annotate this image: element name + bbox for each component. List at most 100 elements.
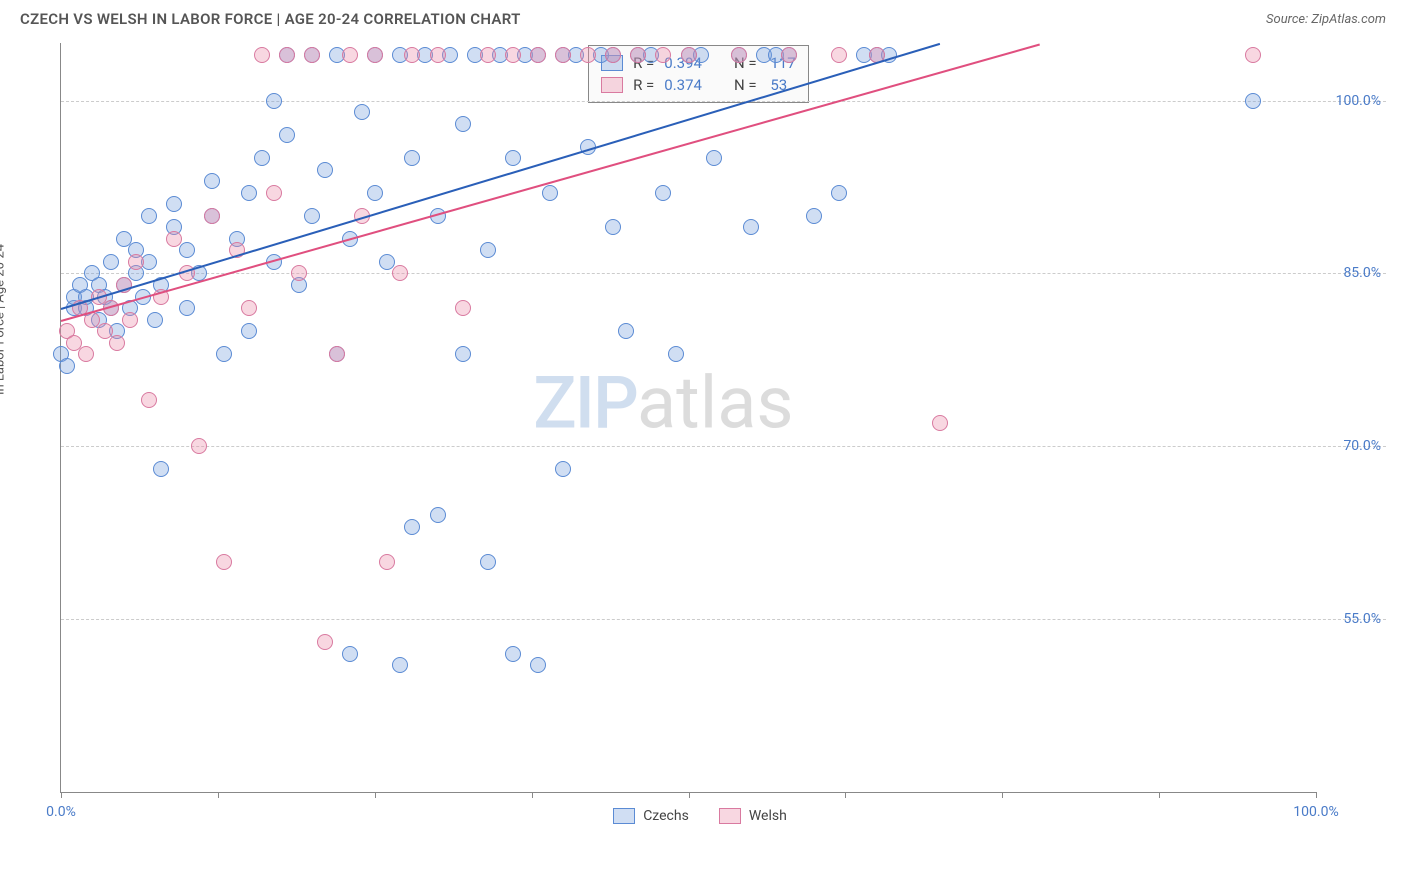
- scatter-point: [455, 116, 471, 132]
- chart-container: In Labor Force | Age 20-24 ZIPatlas R =0…: [20, 43, 1386, 853]
- scatter-point: [59, 358, 75, 374]
- scatter-point: [317, 162, 333, 178]
- scatter-point: [480, 242, 496, 258]
- scatter-point: [430, 47, 446, 63]
- y-tick-label: 100.0%: [1336, 93, 1381, 109]
- scatter-point: [605, 47, 621, 63]
- scatter-point: [480, 47, 496, 63]
- scatter-point: [932, 415, 948, 431]
- legend-n-label: N =: [734, 76, 757, 94]
- scatter-point: [392, 265, 408, 281]
- scatter-point: [317, 634, 333, 650]
- scatter-point: [379, 554, 395, 570]
- x-tick: [532, 792, 533, 798]
- scatter-point: [530, 657, 546, 673]
- chart-header: CZECH VS WELSH IN LABOR FORCE | AGE 20-2…: [0, 0, 1406, 33]
- scatter-point: [392, 657, 408, 673]
- y-tick-label: 70.0%: [1343, 438, 1381, 454]
- legend-swatch: [719, 808, 741, 824]
- scatter-point: [831, 47, 847, 63]
- scatter-point: [266, 93, 282, 109]
- x-tick: [61, 792, 62, 798]
- scatter-point: [147, 312, 163, 328]
- scatter-point: [128, 254, 144, 270]
- x-tick: [1159, 792, 1160, 798]
- scatter-point: [103, 254, 119, 270]
- x-tick: [375, 792, 376, 798]
- series-legend-item: Czechs: [613, 808, 689, 824]
- source-label: Source: ZipAtlas.com: [1266, 12, 1386, 27]
- y-tick-label: 55.0%: [1343, 611, 1381, 627]
- scatter-point: [404, 150, 420, 166]
- scatter-point: [78, 346, 94, 362]
- scatter-point: [580, 47, 596, 63]
- scatter-point: [505, 646, 521, 662]
- scatter-point: [430, 507, 446, 523]
- scatter-point: [204, 173, 220, 189]
- scatter-point: [122, 312, 138, 328]
- scatter-point: [781, 47, 797, 63]
- x-tick: [1002, 792, 1003, 798]
- scatter-point: [530, 47, 546, 63]
- scatter-point: [153, 461, 169, 477]
- scatter-point: [367, 185, 383, 201]
- scatter-point: [1245, 47, 1261, 63]
- scatter-point: [241, 323, 257, 339]
- scatter-point: [241, 185, 257, 201]
- legend-r-value: 0.374: [664, 76, 702, 94]
- scatter-point: [191, 438, 207, 454]
- scatter-point: [655, 47, 671, 63]
- scatter-point: [731, 47, 747, 63]
- scatter-point: [455, 300, 471, 316]
- gridline: [61, 101, 1386, 102]
- gridline: [61, 273, 1386, 274]
- scatter-point: [266, 185, 282, 201]
- scatter-point: [166, 231, 182, 247]
- watermark-atlas: atlas: [637, 360, 794, 445]
- scatter-point: [1245, 93, 1261, 109]
- scatter-point: [706, 150, 722, 166]
- scatter-point: [367, 47, 383, 63]
- series-legend-item: Welsh: [719, 808, 787, 824]
- scatter-point: [279, 127, 295, 143]
- scatter-point: [342, 47, 358, 63]
- scatter-point: [480, 554, 496, 570]
- scatter-point: [291, 265, 307, 281]
- scatter-point: [141, 392, 157, 408]
- plot-area: ZIPatlas R =0.394N = 117R =0.374N = 53 C…: [60, 43, 1316, 793]
- scatter-point: [668, 346, 684, 362]
- watermark: ZIPatlas: [533, 360, 793, 445]
- scatter-point: [354, 104, 370, 120]
- scatter-point: [505, 47, 521, 63]
- scatter-point: [254, 47, 270, 63]
- scatter-point: [630, 47, 646, 63]
- chart-title: CZECH VS WELSH IN LABOR FORCE | AGE 20-2…: [20, 10, 521, 28]
- scatter-point: [109, 335, 125, 351]
- scatter-point: [329, 346, 345, 362]
- scatter-point: [254, 150, 270, 166]
- trend-line: [61, 43, 940, 310]
- scatter-point: [681, 47, 697, 63]
- scatter-point: [204, 208, 220, 224]
- x-tick-label: 0.0%: [46, 804, 76, 820]
- scatter-point: [555, 47, 571, 63]
- scatter-point: [655, 185, 671, 201]
- series-legend-label: Czechs: [643, 808, 689, 824]
- scatter-point: [179, 242, 195, 258]
- gridline: [61, 619, 1386, 620]
- y-tick-label: 85.0%: [1343, 265, 1381, 281]
- scatter-point: [141, 208, 157, 224]
- scatter-point: [241, 300, 257, 316]
- legend-r-label: R =: [633, 76, 654, 94]
- scatter-point: [605, 219, 621, 235]
- series-legend: Czechs Welsh: [613, 808, 787, 824]
- scatter-point: [542, 185, 558, 201]
- scatter-point: [304, 47, 320, 63]
- scatter-point: [743, 219, 759, 235]
- scatter-point: [455, 346, 471, 362]
- x-tick: [845, 792, 846, 798]
- scatter-point: [179, 300, 195, 316]
- scatter-point: [216, 554, 232, 570]
- scatter-point: [216, 346, 232, 362]
- scatter-point: [806, 208, 822, 224]
